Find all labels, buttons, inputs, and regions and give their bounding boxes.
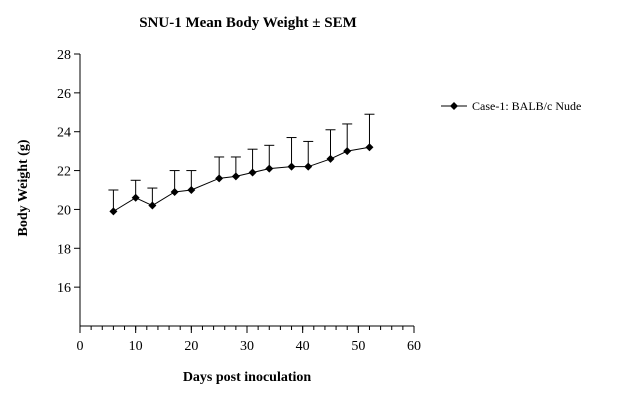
x-tick-label: 0 <box>77 339 84 354</box>
x-axis-label: Days post inoculation <box>183 370 312 385</box>
legend-label: Case-1: BALB/c Nude <box>472 99 581 113</box>
chart-title: SNU-1 Mean Body Weight ± SEM <box>139 15 357 31</box>
data-point <box>265 164 274 173</box>
data-point <box>148 201 157 210</box>
axes: 16 18 20 22 24 26 28 0 10 20 30 40 50 60 <box>57 48 421 354</box>
data-point <box>343 147 352 156</box>
x-tick-label: 50 <box>351 339 365 354</box>
x-tick-label: 20 <box>184 339 198 354</box>
x-tick-label: 30 <box>240 339 254 354</box>
x-tick-label: 60 <box>407 339 421 354</box>
data-point <box>231 172 240 181</box>
data-point <box>304 162 313 171</box>
data-point <box>248 168 257 177</box>
data-point <box>326 154 335 163</box>
y-tick-label: 24 <box>57 126 71 141</box>
data-point <box>170 187 179 196</box>
series-line <box>113 146 370 212</box>
y-tick-label: 22 <box>57 165 71 180</box>
y-tick-label: 26 <box>57 87 71 102</box>
legend: Case-1: BALB/c Nude <box>441 99 581 113</box>
x-tick-label: 40 <box>296 339 310 354</box>
y-tick-label: 28 <box>57 48 71 63</box>
data-point <box>109 207 118 216</box>
y-tick-label: 20 <box>57 203 71 218</box>
data-point <box>187 186 196 194</box>
data-point <box>365 143 374 152</box>
legend-marker <box>450 102 458 110</box>
y-axis-label: Body Weight (g) <box>16 139 31 236</box>
y-tick-label: 16 <box>57 281 71 296</box>
y-tick-label: 18 <box>57 242 71 257</box>
plot-area <box>108 113 375 216</box>
data-point <box>287 162 296 171</box>
data-point <box>215 174 224 183</box>
x-tick-label: 10 <box>129 339 143 354</box>
data-point <box>131 193 140 202</box>
